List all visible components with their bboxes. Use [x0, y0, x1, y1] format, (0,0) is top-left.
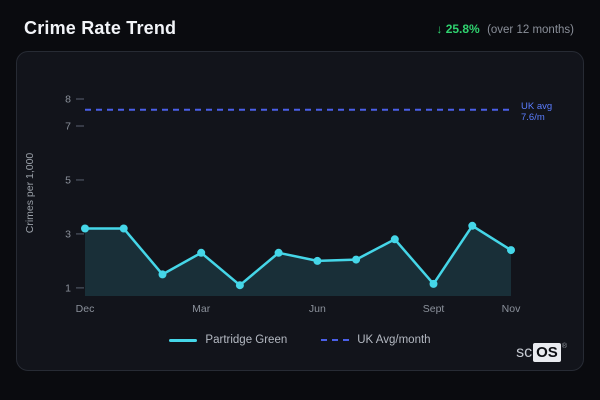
- chart-area-fill: [85, 225, 511, 296]
- logo-reg: ®: [561, 343, 567, 350]
- legend-item-partridge-green[interactable]: Partridge Green: [169, 334, 287, 346]
- legend-label: UK Avg/month: [357, 334, 431, 346]
- data-point[interactable]: [197, 248, 206, 257]
- uk-avg-label-line2: 7.6/m: [521, 112, 545, 123]
- data-point[interactable]: [507, 246, 515, 255]
- solid-line-swatch-icon: [169, 338, 198, 342]
- data-point[interactable]: [235, 281, 244, 290]
- page-title: Crime Rate Trend: [24, 18, 177, 38]
- logo-text: sc: [516, 344, 533, 361]
- x-tick-label: Mar: [192, 303, 211, 315]
- legend-item-uk-avg[interactable]: UK Avg/month: [321, 334, 431, 346]
- data-point[interactable]: [119, 224, 128, 233]
- y-tick-label: 7: [65, 120, 71, 132]
- brand-logo: sc OS ®: [516, 343, 567, 362]
- change-note: (over 12 months): [487, 23, 574, 36]
- chart-card: Crimes per 1,000 8 7 5 3 1 Dec Mar Jun Sept Nov UK …: [16, 51, 584, 371]
- chart-line: [83, 224, 513, 287]
- legend-label: Partridge Green: [205, 334, 288, 346]
- change-value: ↓ 25.8%: [436, 21, 480, 36]
- dashed-line-swatch-icon: [321, 339, 350, 341]
- x-tick-label: Sept: [423, 303, 445, 315]
- data-point[interactable]: [81, 224, 89, 233]
- data-point[interactable]: [390, 235, 399, 244]
- data-point[interactable]: [352, 255, 361, 264]
- y-tick-label: 5: [65, 174, 71, 186]
- data-point[interactable]: [468, 221, 477, 230]
- header: Crime Rate Trend ↓ 25.8% (over 12 months…: [0, 0, 600, 51]
- x-tick-label: Dec: [76, 303, 95, 315]
- data-point[interactable]: [429, 279, 438, 288]
- data-point[interactable]: [313, 256, 322, 265]
- chart-legend: Partridge Green UK Avg/month: [17, 334, 583, 346]
- x-tick-label: Nov: [502, 303, 521, 315]
- data-point[interactable]: [158, 270, 167, 279]
- y-tick-label: 3: [65, 228, 71, 240]
- y-tick-label: 1: [65, 282, 71, 294]
- uk-avg-label-line1: UK avg: [521, 101, 552, 112]
- logo-box: OS: [533, 343, 561, 362]
- change-indicator: ↓ 25.8% (over 12 months): [436, 22, 574, 36]
- y-axis-label: Crimes per 1,000: [24, 153, 36, 234]
- data-point[interactable]: [274, 248, 283, 257]
- y-tick-label: 8: [65, 94, 71, 106]
- crime-trend-chart: Crimes per 1,000 8 7 5 3 1 Dec Mar Jun Sept Nov UK …: [24, 94, 552, 316]
- x-tick-label: Jun: [309, 303, 326, 315]
